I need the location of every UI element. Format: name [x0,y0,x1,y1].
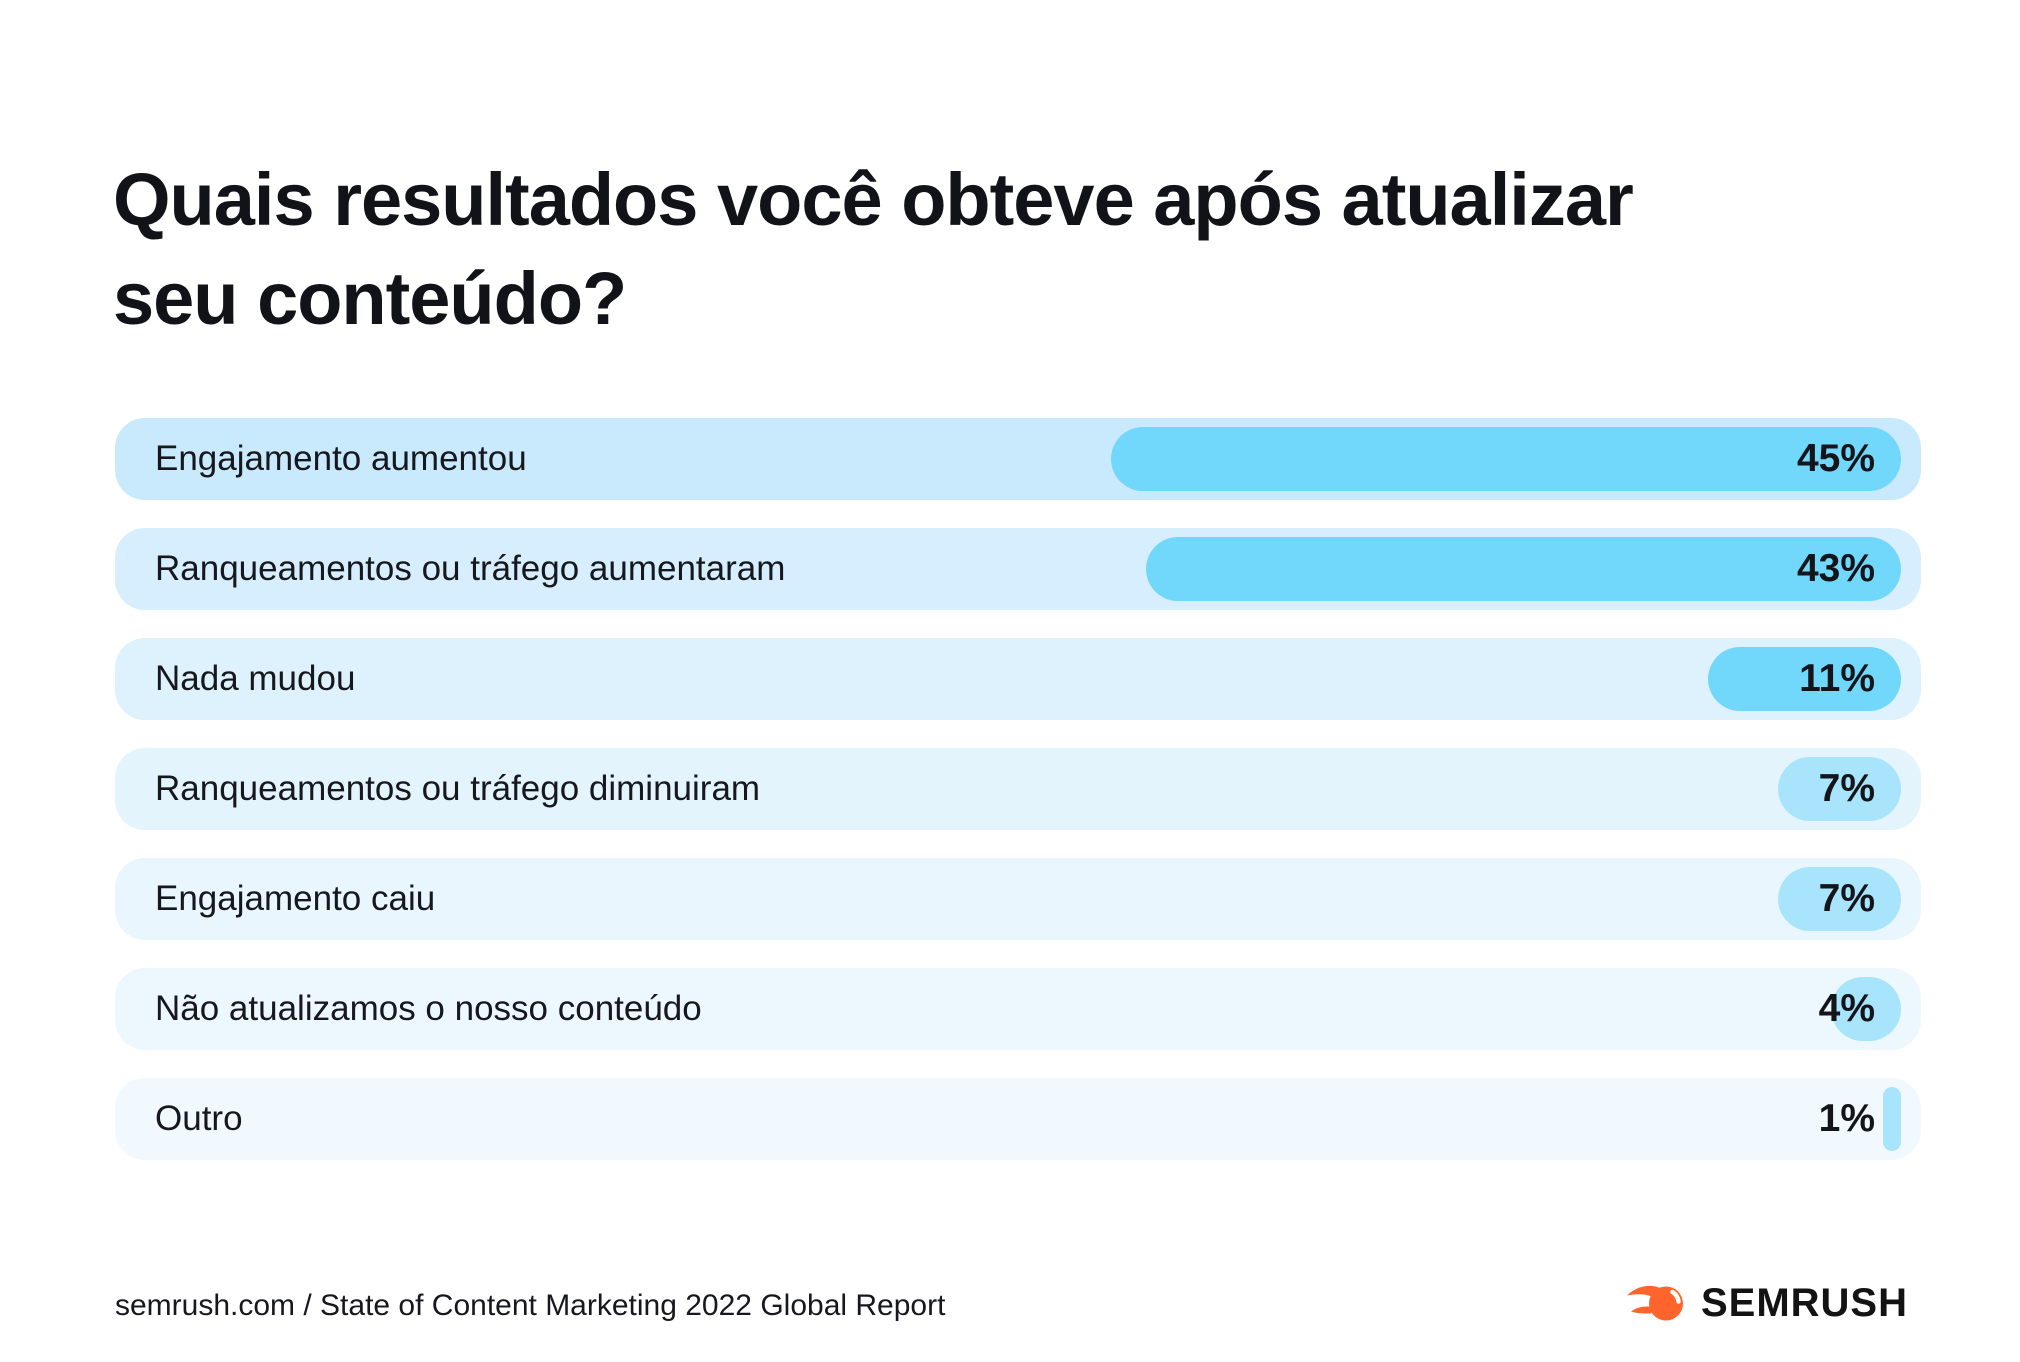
bar-row: Engajamento caiu 7% [115,858,1921,940]
page-title: Quais resultados você obteve após atuali… [113,150,1634,348]
bar-row: Ranqueamentos ou tráfego diminuiram 7% [115,748,1921,830]
bar-row: Outro 1% [115,1078,1921,1160]
semrush-wordmark: SEMRUSH [1700,1281,1908,1325]
bar-row-label: Não atualizamos o nosso conteúdo [155,989,702,1028]
bar-row-label: Ranqueamentos ou tráfego diminuiram [155,769,761,808]
bar-fill [1145,537,1901,601]
page-title-line1: Quais resultados você obteve após atuali… [113,157,1634,241]
bar-row-label: Ranqueamentos ou tráfego aumentaram [155,549,786,588]
bar-row-label: Engajamento caiu [155,879,436,918]
bar-row: Engajamento aumentou 45% [115,418,1921,500]
source-attribution: semrush.com / State of Content Marketing… [115,1289,946,1322]
bar-fill [1110,427,1901,491]
bar-fill [1883,1087,1901,1151]
bar-value-label: 7% [1818,767,1875,810]
semrush-flame-icon [1626,1285,1683,1321]
semrush-logo: SEMRUSH [1625,1281,1908,1326]
bar-fill [1778,867,1901,931]
bar-row-label: Outro [155,1099,243,1138]
bar-row-label: Engajamento aumentou [155,439,527,478]
bar-fill [1830,977,1901,1041]
bar-fill [1778,757,1901,821]
bar-row: Nada mudou 11% [115,638,1921,720]
bar-value-label: 11% [1799,657,1875,700]
bar-value-label: 45% [1796,437,1875,480]
bar-value-label: 1% [1818,1097,1875,1140]
bar-chart: Engajamento aumentou 45% Ranqueamentos o… [115,418,1921,1188]
bar-value-label: 43% [1796,547,1875,590]
bar-row: Não atualizamos o nosso conteúdo 4% [115,968,1921,1050]
bar-row: Ranqueamentos ou tráfego aumentaram 43% [115,528,1921,610]
bar-value-label: 7% [1818,877,1875,920]
bar-row-label: Nada mudou [155,659,356,698]
bar-value-label: 4% [1818,987,1875,1030]
bar-fill [1707,647,1901,711]
page-title-line2: seu conteúdo? [113,256,627,340]
